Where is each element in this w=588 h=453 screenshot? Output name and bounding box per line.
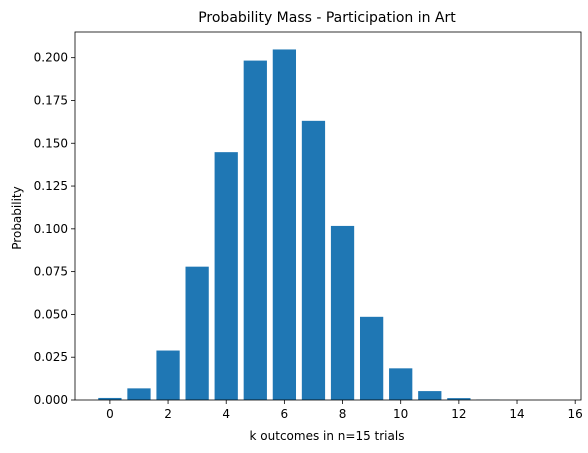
x-tick-label: 2: [164, 407, 172, 421]
bar-k-0: [98, 397, 122, 400]
y-tick-label: 0.050: [34, 307, 68, 321]
x-tick-label: 8: [339, 407, 347, 421]
y-tick-label: 0.150: [34, 136, 68, 150]
y-tick-label: 0.075: [34, 265, 68, 279]
x-tick-label: 6: [281, 407, 289, 421]
bar-k-12: [447, 398, 471, 400]
bar-k-1: [127, 388, 151, 400]
y-tick-label: 0.200: [34, 51, 68, 65]
bar-k-6: [272, 49, 297, 400]
x-tick-label: 16: [568, 407, 583, 421]
bar-k-8: [330, 225, 355, 400]
bar-k-4: [214, 152, 238, 400]
x-tick-label: 0: [106, 407, 114, 421]
bar-k-9: [359, 316, 384, 400]
bar-k-10: [389, 368, 413, 400]
bars-group: [98, 49, 500, 400]
y-tick-label: 0.025: [34, 350, 68, 364]
bar-k-5: [243, 60, 267, 400]
x-tick-label: 4: [222, 407, 230, 421]
x-tick-label: 12: [451, 407, 466, 421]
bar-k-3: [185, 266, 209, 400]
chart-title: Probability Mass - Participation in Art: [198, 10, 456, 26]
y-tick-label: 0.175: [34, 93, 68, 107]
y-tick-label: 0.125: [34, 179, 68, 193]
x-axis-label: k outcomes in n=15 trials: [250, 429, 405, 443]
plot-frame: [74, 31, 582, 401]
x-tick-label: 10: [393, 407, 408, 421]
y-axis-label: Probability: [10, 186, 24, 249]
y-tick-label: 0.000: [34, 393, 68, 407]
bar-k-7: [301, 120, 326, 400]
y-tick-label: 0.100: [34, 222, 68, 236]
x-axis-ticks: 0 2 4 6 8 10 12 14 16: [106, 400, 583, 421]
y-axis-ticks: 0.000 0.025 0.050 0.075 0.100 0.125 0.150 0.175…: [34, 51, 75, 407]
bar-k-2: [156, 350, 180, 400]
x-tick-label: 14: [509, 407, 524, 421]
bar-k-11: [418, 391, 442, 400]
